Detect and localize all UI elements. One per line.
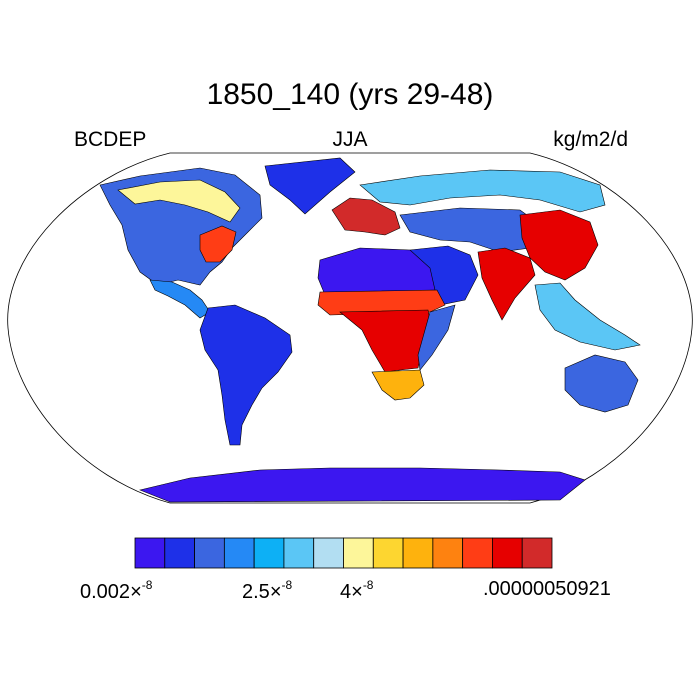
region-antarctica <box>139 467 586 503</box>
region-greenland <box>264 157 356 215</box>
region-central-america <box>149 279 211 319</box>
region-india <box>477 247 536 321</box>
colorbar-swatch-7 <box>343 537 374 569</box>
colorbar-tick-label-2: 4×-8 <box>340 578 374 603</box>
colorbar <box>134 537 553 569</box>
colorbar-swatch-4 <box>253 537 285 569</box>
map-title: 1850_140 (yrs 29-48) <box>206 78 494 111</box>
season-label: JJA <box>332 128 368 151</box>
region-southeast-asia <box>534 282 641 351</box>
colorbar-swatch-2 <box>194 537 225 569</box>
colorbar-swatch-0 <box>134 537 166 569</box>
region-china <box>519 209 599 281</box>
colorbar-tick-label-1: 2.5×-8 <box>242 578 293 603</box>
variable-label: BCDEP <box>74 128 147 151</box>
colorbar-tick-label-0: 0.002×-8 <box>80 578 153 603</box>
region-south-america <box>199 304 293 446</box>
colorbar-swatch-9 <box>402 537 434 569</box>
colorbar-swatch-13 <box>521 537 553 569</box>
region-east-africa <box>417 304 456 371</box>
units-label: kg/m2/d <box>553 128 628 151</box>
region-south-africa <box>371 369 425 401</box>
region-europe-west <box>331 197 401 236</box>
colorbar-swatch-8 <box>372 537 404 569</box>
colorbar-swatch-6 <box>313 537 344 569</box>
region-northern-eurasia <box>359 169 606 213</box>
colorbar-swatch-10 <box>432 537 464 569</box>
region-north-africa <box>317 247 436 296</box>
region-central-asia <box>399 207 546 253</box>
colorbar-swatch-12 <box>492 537 523 569</box>
region-australia <box>564 354 639 413</box>
region-canada-northeast-high <box>117 179 241 223</box>
colorbar-swatch-3 <box>223 537 255 569</box>
colorbar-tick-label-3: .00000050921 <box>483 578 611 600</box>
colorbar-swatch-5 <box>283 537 315 569</box>
colorbar-swatch-11 <box>462 537 493 569</box>
region-eastern-us-high <box>199 225 237 263</box>
colorbar-swatch-1 <box>164 537 195 569</box>
